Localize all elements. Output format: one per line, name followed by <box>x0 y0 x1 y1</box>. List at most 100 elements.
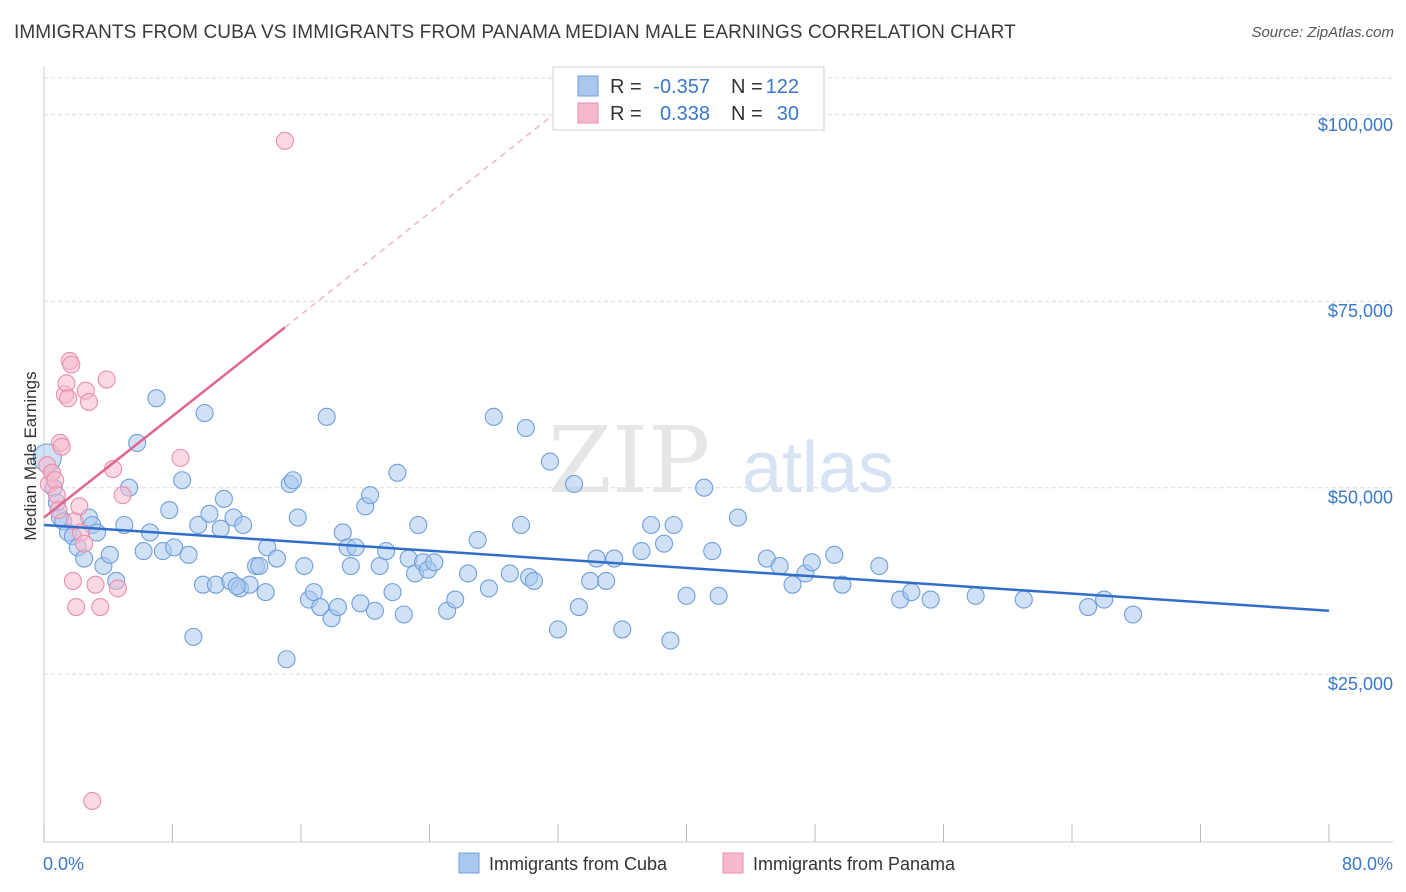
cuba-point <box>565 474 584 494</box>
cuba-point <box>267 549 286 568</box>
panama-point <box>67 597 86 617</box>
panama-point <box>275 131 294 150</box>
panama-point <box>108 579 127 598</box>
cuba-point <box>341 556 360 576</box>
legend-panama-n-value: 30 <box>777 103 799 125</box>
cuba-point <box>283 471 303 490</box>
panama-point <box>79 392 99 411</box>
y-tick-label: $75,000 <box>1328 301 1393 321</box>
cuba-point <box>184 627 203 646</box>
legend-cuba-r-value: -0.357 <box>653 76 710 98</box>
legend-panama-swatch <box>577 102 599 124</box>
cuba-point <box>317 407 336 426</box>
panama-point <box>75 534 94 553</box>
cuba-point <box>370 556 389 576</box>
bottom-legend-panama-label: Immigrants from Panama <box>753 854 956 874</box>
axes <box>43 66 1393 843</box>
cuba-point <box>446 590 465 609</box>
cuba-point <box>597 571 616 590</box>
cuba-point <box>802 553 821 572</box>
legend-cuba-r-label: R = <box>610 76 642 98</box>
y-tick-label: $25,000 <box>1328 674 1393 694</box>
panama-point <box>171 448 190 467</box>
cuba-point <box>425 553 444 572</box>
panama-point <box>62 355 81 374</box>
panama-point <box>57 374 76 393</box>
cuba-point <box>548 620 568 639</box>
cuba-point <box>250 556 269 576</box>
cuba-point <box>966 586 985 605</box>
panama-point <box>52 437 71 456</box>
panama-point <box>70 497 89 516</box>
cuba-trend-line <box>43 523 1330 613</box>
cuba-point <box>1014 590 1033 609</box>
panama-point <box>49 501 68 520</box>
cuba-point <box>833 575 852 594</box>
x-tick-labels: 0.0% 80.0% <box>43 854 1393 874</box>
cuba-point <box>311 597 330 617</box>
y-axis-label: Median Male Earnings <box>21 371 40 540</box>
cuba-point <box>173 471 192 490</box>
cuba-point <box>409 515 428 535</box>
cuba-point <box>500 564 519 583</box>
cuba-point <box>524 571 543 590</box>
cuba-point <box>902 583 921 602</box>
cuba-point <box>654 534 674 553</box>
cuba-point <box>632 542 651 561</box>
panama-point <box>83 791 102 811</box>
cuba-point <box>189 515 208 535</box>
cuba-point <box>1123 605 1143 624</box>
cuba-point <box>770 556 789 576</box>
watermark: ZIP atlas <box>548 407 894 514</box>
cuba-point <box>587 549 606 568</box>
series-legend: Immigrants from Cuba Immigrants from Pan… <box>458 852 956 874</box>
cuba-point <box>256 583 275 602</box>
cuba-point <box>165 538 184 557</box>
cuba-point <box>227 577 246 596</box>
y-tick-labels: $25,000 $50,000 $75,000 $100,000 <box>1318 115 1393 694</box>
cuba-point <box>383 583 402 602</box>
panama-trend-line <box>43 326 286 519</box>
cuba-point <box>516 418 535 438</box>
cuba-point <box>100 545 119 564</box>
chart-title: IMMIGRANTS FROM CUBA VS IMMIGRANTS FROM … <box>14 22 1016 43</box>
panama-point <box>91 597 110 617</box>
panama-point <box>59 389 78 408</box>
correlation-legend: R = -0.357 N = 122 R = 0.338 N = 30 <box>552 66 825 131</box>
cuba-point <box>581 571 600 590</box>
cuba-point <box>870 556 889 576</box>
watermark-atlas: atlas <box>742 428 894 508</box>
cuba-point <box>1079 597 1098 617</box>
cuba-point <box>147 389 166 408</box>
cuba-point <box>484 407 503 426</box>
bottom-legend-cuba-swatch <box>458 852 480 874</box>
cuba-point <box>377 542 396 561</box>
cuba-point <box>677 586 696 605</box>
panama-point <box>86 575 105 594</box>
x-tick-min: 0.0% <box>43 854 84 874</box>
cuba-point <box>569 597 588 617</box>
bottom-legend-panama-swatch <box>722 852 744 874</box>
cuba-point <box>179 545 198 564</box>
cuba-point <box>613 620 632 639</box>
cuba-point <box>540 452 560 471</box>
legend-panama-n-label: N = <box>731 103 763 125</box>
cuba-point <box>394 605 413 624</box>
panama-point <box>97 370 116 389</box>
legend-cuba-n-label: N = <box>731 76 763 98</box>
cuba-point <box>288 508 307 527</box>
cuba-point <box>328 597 347 617</box>
panama-point <box>113 486 132 505</box>
y-tick-label: $50,000 <box>1328 488 1393 508</box>
cuba-point <box>695 478 714 497</box>
cuba-point <box>277 650 296 669</box>
cuba-point <box>214 489 233 508</box>
source-label: Source: ZipAtlas.com <box>1251 24 1394 41</box>
cuba-point <box>295 556 314 576</box>
cuba-point <box>664 515 683 535</box>
cuba-point <box>642 515 661 535</box>
cuba-point <box>195 404 214 423</box>
cuba-point <box>479 579 498 598</box>
cuba-point <box>458 564 478 583</box>
legend-panama-r-value: 0.338 <box>660 103 710 125</box>
